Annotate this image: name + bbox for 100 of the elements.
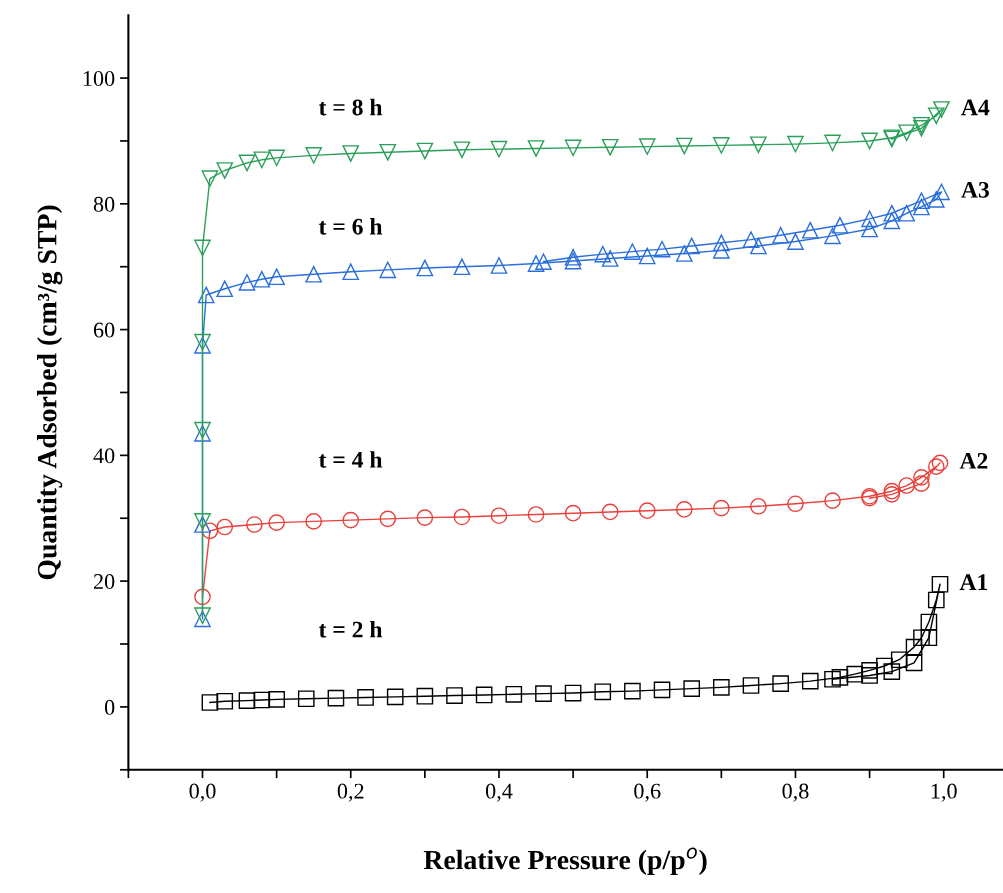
point xyxy=(564,684,582,702)
point xyxy=(920,613,938,631)
point xyxy=(416,687,434,705)
series-label: A2 xyxy=(959,452,988,469)
point xyxy=(883,204,901,222)
point xyxy=(883,486,901,503)
point xyxy=(342,145,360,162)
point xyxy=(750,237,767,255)
point xyxy=(564,139,582,157)
point xyxy=(327,689,345,707)
point xyxy=(772,226,789,244)
point xyxy=(379,143,397,161)
point xyxy=(824,227,841,245)
point xyxy=(927,107,945,125)
point xyxy=(268,149,285,167)
point xyxy=(238,274,256,291)
x-tick-label: 0,4 xyxy=(485,783,513,802)
point xyxy=(624,243,641,260)
point xyxy=(876,657,893,675)
point xyxy=(913,120,930,137)
point xyxy=(527,255,545,272)
point xyxy=(683,680,701,697)
y-tick-label: 60 xyxy=(93,322,115,338)
point xyxy=(890,651,908,669)
point xyxy=(913,475,930,492)
point xyxy=(675,137,693,155)
point xyxy=(742,677,760,694)
point xyxy=(638,502,656,520)
point xyxy=(342,263,360,281)
point xyxy=(883,482,901,500)
point xyxy=(750,497,767,515)
point xyxy=(846,665,864,683)
point xyxy=(297,690,315,708)
point xyxy=(490,507,508,525)
point xyxy=(931,575,949,593)
point xyxy=(594,683,612,701)
y-tick-label: 80 xyxy=(93,196,115,212)
point xyxy=(675,245,693,262)
point xyxy=(861,132,878,150)
point xyxy=(861,662,878,679)
point xyxy=(253,151,271,169)
point xyxy=(268,268,285,286)
point xyxy=(535,253,552,271)
point xyxy=(801,672,819,690)
point xyxy=(453,258,471,276)
point xyxy=(238,692,256,709)
point xyxy=(824,492,841,509)
point xyxy=(527,506,545,523)
point xyxy=(253,270,271,288)
point xyxy=(453,141,471,159)
point xyxy=(675,501,693,518)
point xyxy=(933,101,950,118)
point xyxy=(861,210,878,228)
point xyxy=(861,220,878,238)
point xyxy=(787,233,804,250)
point xyxy=(357,689,374,706)
point xyxy=(927,458,945,476)
point xyxy=(201,170,219,188)
point xyxy=(883,663,901,681)
point xyxy=(638,138,656,155)
x-tick-label: 0,6 xyxy=(634,783,661,802)
point xyxy=(653,240,671,258)
point xyxy=(416,259,434,277)
annotation: t = 2 h xyxy=(318,620,383,638)
point xyxy=(683,237,701,255)
point xyxy=(268,691,285,708)
point xyxy=(238,154,256,172)
point xyxy=(931,454,949,472)
point xyxy=(594,245,612,263)
point xyxy=(505,685,523,703)
point xyxy=(713,137,730,154)
point xyxy=(446,687,463,704)
point xyxy=(933,183,950,201)
point xyxy=(564,252,582,270)
point xyxy=(898,204,915,222)
point xyxy=(216,162,234,179)
point xyxy=(601,250,619,267)
point xyxy=(216,692,234,710)
point xyxy=(750,136,767,154)
annotation: t = 8 h xyxy=(318,98,383,116)
point xyxy=(920,629,938,647)
point xyxy=(268,514,285,531)
point xyxy=(713,242,730,259)
point xyxy=(194,425,211,442)
point xyxy=(787,135,804,153)
point xyxy=(305,513,323,530)
point xyxy=(416,142,434,160)
point xyxy=(653,681,671,699)
point xyxy=(905,638,923,656)
point xyxy=(624,682,641,700)
y-tick-label: 40 xyxy=(93,448,115,464)
point xyxy=(253,691,271,709)
point xyxy=(305,265,323,283)
annotation: t = 4 h xyxy=(318,451,383,468)
x-tick-label: 0,8 xyxy=(782,783,809,802)
point xyxy=(601,138,619,156)
point xyxy=(831,668,849,686)
y-tick-label: 100 xyxy=(83,71,115,86)
point xyxy=(913,116,930,134)
series-label: A1 xyxy=(959,574,988,590)
